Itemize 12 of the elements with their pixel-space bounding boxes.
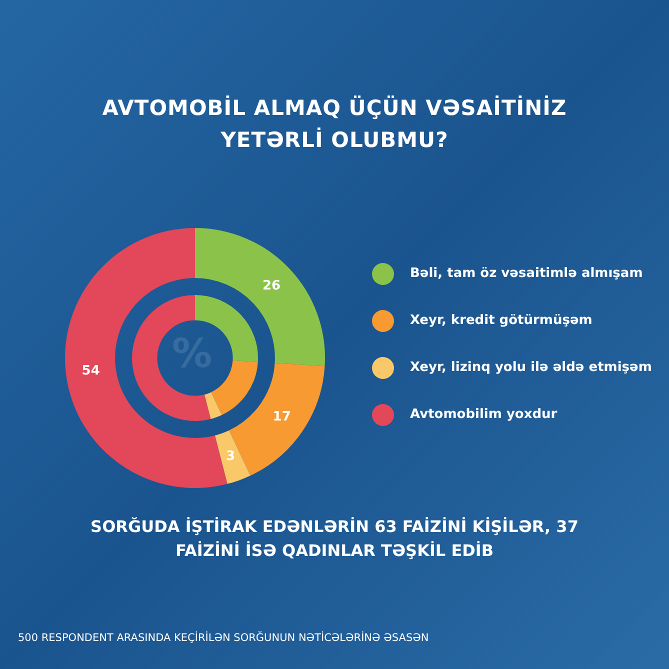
text: %: [172, 330, 212, 378]
text: SORĞUDA İŞTİRAK EDƏNLƏRİN 63 FAİZİNİ KİŞİLƏR, 37 FAİZİNİ İSƏ QADINLAR TƏŞKİL EDİB: [90, 516, 580, 562]
data-label: 54: [82, 364, 100, 379]
data-label: 17: [272, 409, 291, 424]
chart-title: AVTOMOBİL ALMAQ ÜÇÜN VƏSAİTİNİZ YETƏRLİ OLUBMU?: [101, 94, 568, 154]
legend-label: Avtomobilim yoxdur: [410, 407, 558, 422]
legend-label: Xeyr, kredit götürmüşəm: [410, 313, 592, 328]
legend-label: Bəli, tam öz vəsaitimlə almışam: [410, 266, 643, 281]
text: 500 RESPONDENT ARASINDA KEÇİRİLƏN SORĞUNUN NƏTİCƏLƏRİNƏ ƏSASƏN: [18, 632, 429, 644]
legend-label: Xeyr, lizinq yolu ilə əldə etmişəm: [410, 360, 652, 375]
data-label: 3: [226, 449, 236, 464]
data-label: 26: [262, 278, 281, 294]
